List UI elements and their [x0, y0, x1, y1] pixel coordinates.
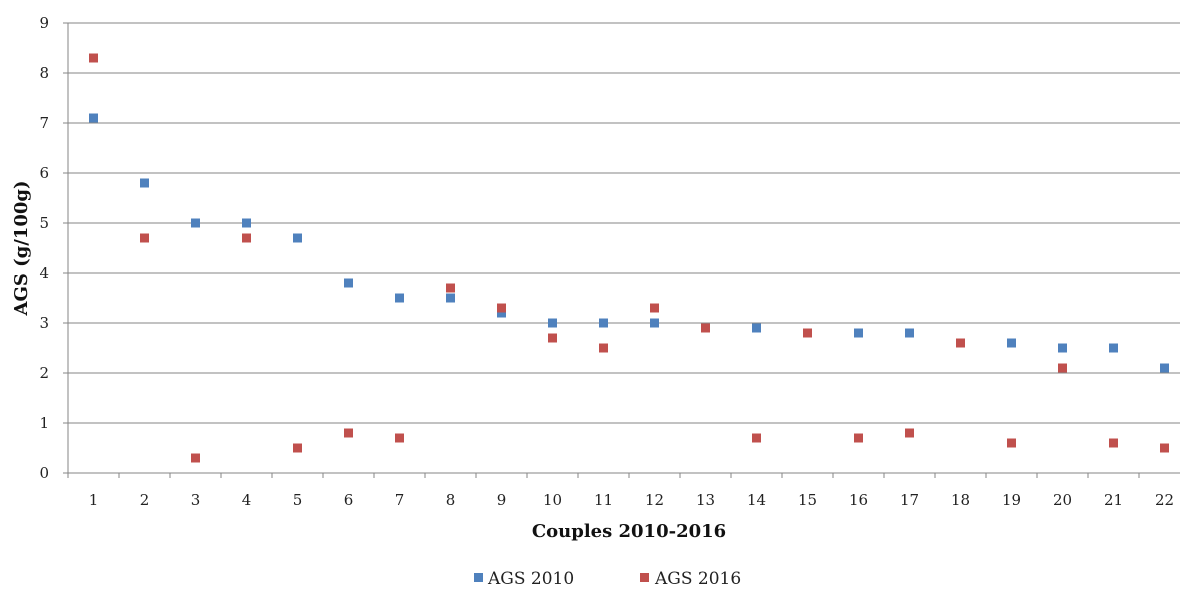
point-ags-2010-7	[395, 293, 404, 303]
y-tick-label-9: 9	[39, 14, 49, 32]
point-ags-2010-10	[548, 318, 557, 328]
point-ags-2016-1	[89, 53, 98, 63]
legend-marker-ags-2010	[474, 573, 483, 582]
point-ags-2016-17	[905, 428, 914, 438]
point-ags-2010-16	[854, 328, 863, 338]
point-ags-2016-6	[344, 428, 353, 438]
point-ags-2016-9	[497, 303, 506, 313]
y-axis-ticks: 0 1 2 3 4 5 6 7 8 9	[39, 14, 68, 482]
x-tick-label-8: 8	[446, 491, 456, 509]
y-tick-label-1: 1	[39, 414, 49, 432]
x-tick-label-11: 11	[594, 491, 613, 509]
point-ags-2016-18	[956, 338, 965, 348]
point-ags-2010-19	[1007, 338, 1016, 348]
point-ags-2016-13	[701, 323, 710, 333]
x-tick-label-2: 2	[140, 491, 150, 509]
point-ags-2016-16	[854, 433, 863, 443]
point-ags-2016-12	[650, 303, 659, 313]
axes	[67, 23, 1180, 474]
point-ags-2010-22	[1160, 363, 1169, 373]
point-ags-2016-22	[1160, 443, 1169, 453]
legend-label-ags-2016: AGS 2016	[654, 569, 741, 589]
x-tick-label-10: 10	[543, 491, 562, 509]
legend: AGS 2010 AGS 2016	[474, 569, 741, 589]
y-tick-label-2: 2	[39, 364, 49, 382]
x-tick-label-17: 17	[900, 491, 919, 509]
point-ags-2016-19	[1007, 438, 1016, 448]
point-ags-2010-3	[191, 218, 200, 228]
x-tick-label-19: 19	[1002, 491, 1021, 509]
y-tick-label-5: 5	[39, 214, 49, 232]
point-ags-2010-9	[497, 308, 506, 318]
gridlines	[68, 22, 1180, 424]
y-axis-title: AGS (g/100g)	[11, 181, 32, 317]
x-tick-label-5: 5	[293, 491, 303, 509]
point-ags-2010-2	[140, 178, 149, 188]
x-tick-label-21: 21	[1104, 491, 1123, 509]
x-tick-label-16: 16	[849, 491, 868, 509]
point-ags-2010-11	[599, 318, 608, 328]
point-ags-2016-14	[752, 433, 761, 443]
point-ags-2010-17	[905, 328, 914, 338]
point-ags-2010-14	[752, 323, 761, 333]
y-tick-label-0: 0	[39, 464, 49, 482]
point-ags-2010-21	[1109, 343, 1118, 353]
point-ags-2010-6	[344, 278, 353, 288]
point-ags-2016-8	[446, 283, 455, 293]
y-tick-label-3: 3	[39, 314, 49, 332]
point-ags-2016-15	[803, 328, 812, 338]
data-points	[89, 53, 1169, 463]
point-ags-2016-10	[548, 333, 557, 343]
x-tick-label-18: 18	[951, 491, 970, 509]
point-ags-2016-7	[395, 433, 404, 443]
x-tick-label-6: 6	[344, 491, 354, 509]
x-tick-label-1: 1	[89, 491, 99, 509]
point-ags-2010-5	[293, 233, 302, 243]
legend-label-ags-2010: AGS 2010	[487, 569, 574, 589]
point-ags-2016-21	[1109, 438, 1118, 448]
x-axis-title: Couples 2010-2016	[532, 521, 726, 542]
x-tick-label-15: 15	[798, 491, 817, 509]
x-tick-label-9: 9	[497, 491, 507, 509]
point-ags-2010-8	[446, 293, 455, 303]
x-axis-ticks: 1 2 3 4 5 6 7 8 9 10 11 12 13 14 15 16 17 18 19 20 21 22	[67, 473, 1174, 509]
y-tick-label-8: 8	[39, 64, 49, 82]
x-tick-label-3: 3	[191, 491, 201, 509]
y-tick-label-7: 7	[39, 114, 49, 132]
x-tick-label-12: 12	[645, 491, 664, 509]
point-ags-2010-12	[650, 318, 659, 328]
x-tick-label-4: 4	[242, 491, 252, 509]
point-ags-2010-4	[242, 218, 251, 228]
legend-marker-ags-2016	[640, 573, 649, 582]
x-tick-label-7: 7	[395, 491, 405, 509]
point-ags-2016-5	[293, 443, 302, 453]
point-ags-2016-11	[599, 343, 608, 353]
point-ags-2010-1	[89, 113, 98, 123]
x-tick-label-13: 13	[696, 491, 715, 509]
x-tick-label-14: 14	[747, 491, 766, 509]
point-ags-2016-2	[140, 233, 149, 243]
y-tick-label-6: 6	[39, 164, 49, 182]
point-ags-2016-3	[191, 453, 200, 463]
y-tick-label-4: 4	[39, 264, 49, 282]
x-tick-label-22: 22	[1155, 491, 1174, 509]
point-ags-2016-4	[242, 233, 251, 243]
x-tick-label-20: 20	[1053, 491, 1072, 509]
point-ags-2010-20	[1058, 343, 1067, 353]
point-ags-2016-20	[1058, 363, 1067, 373]
